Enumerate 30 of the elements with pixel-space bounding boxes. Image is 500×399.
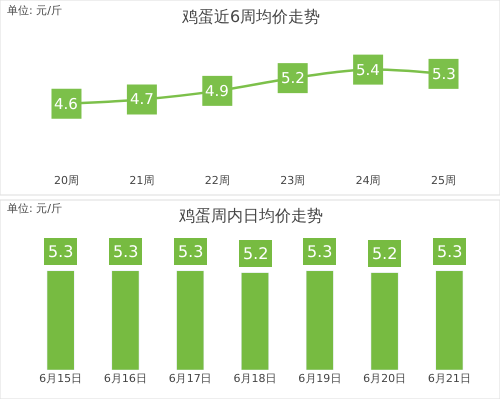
chart-title: 鸡蛋近6周均价走势 (181, 7, 320, 26)
data-label: 4.9 (205, 82, 229, 100)
x-tick-label: 6月15日 (39, 372, 82, 385)
text: 单位: 元/斤 (7, 202, 62, 215)
x-tick-label: 21周 (129, 174, 154, 187)
text: 单位: 元/斤 (7, 4, 62, 17)
data-label: 5.2 (281, 69, 305, 87)
x-tick-label: 6月17日 (168, 372, 212, 385)
data-label: 4.7 (130, 90, 154, 108)
x-tick-label: 25周 (431, 174, 456, 187)
x-tick-label: 24周 (356, 174, 381, 187)
x-tick-label: 6月18日 (234, 372, 276, 385)
x-tick-label: 22周 (204, 174, 230, 187)
data-label: 5.3 (178, 242, 204, 261)
data-label: 5.2 (372, 244, 398, 263)
data-label: 5.3 (432, 65, 456, 83)
x-tick-label: 23周 (280, 174, 306, 187)
x-tick-label: 6月20日 (363, 372, 406, 385)
data-label: 5.3 (48, 242, 74, 261)
data-label: 5.3 (307, 242, 332, 261)
data-label: 5.3 (437, 242, 462, 261)
x-tick-label: 6月19日 (298, 372, 342, 385)
data-label: 4.6 (54, 95, 78, 113)
data-label: 5.3 (113, 242, 138, 261)
data-label: 5.2 (243, 244, 268, 263)
x-tick-label: 6月21日 (428, 372, 471, 385)
data-label: 5.4 (356, 61, 380, 79)
chart-title: 鸡蛋周内日均价走势 (178, 206, 323, 225)
x-tick-label: 20周 (54, 174, 79, 187)
x-tick-label: 6月16日 (104, 372, 147, 385)
